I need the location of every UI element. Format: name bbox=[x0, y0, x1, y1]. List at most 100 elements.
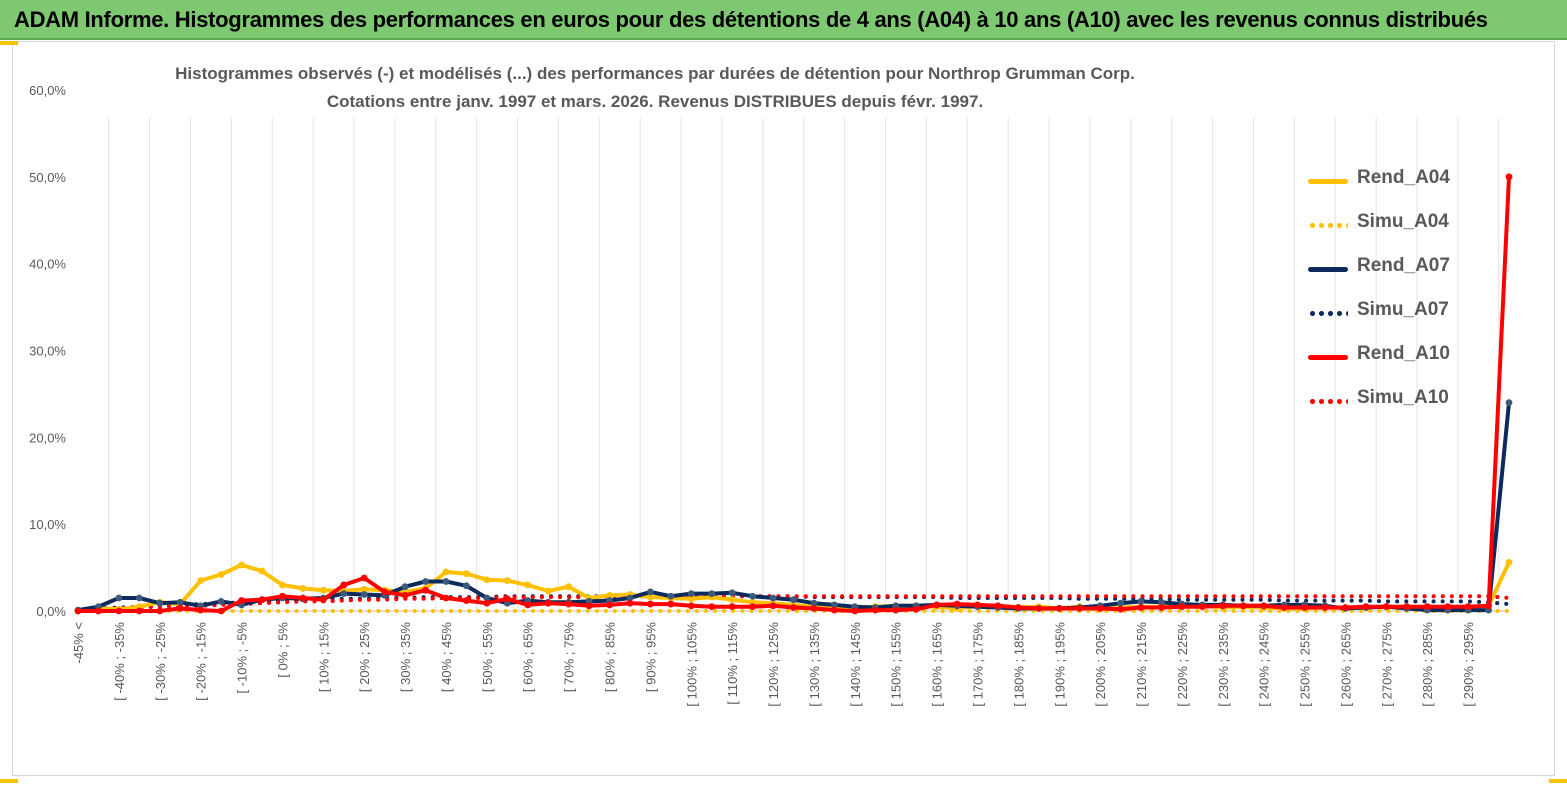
legend-item-rend-a04[interactable]: Rend_A04 bbox=[1294, 160, 1479, 204]
series-simu-a10 bbox=[76, 594, 1511, 613]
data-point-rend-a07 bbox=[1505, 399, 1513, 406]
x-tick-label: [ 170% ; 175% bbox=[970, 622, 985, 707]
chart-legend: Rend_A04 Simu_A04 Rend_A07 Simu_A07 Rend… bbox=[1294, 160, 1479, 424]
x-tick-label: [ 150% ; 155% bbox=[889, 622, 904, 707]
y-tick-label: 20,0% bbox=[29, 430, 66, 445]
data-point-rend-a07 bbox=[115, 594, 123, 602]
data-point-rend-a10 bbox=[360, 574, 368, 582]
chart-title: Histogrammes observés (-) et modélisés (… bbox=[175, 64, 1135, 83]
data-point-rend-a07 bbox=[483, 594, 491, 602]
data-point-rend-a10 bbox=[830, 606, 838, 614]
y-tick-label: 30,0% bbox=[29, 344, 66, 359]
data-point-rend-a07 bbox=[708, 590, 716, 598]
data-point-rend-a07 bbox=[790, 596, 797, 604]
x-tick-label: [ 70% ; 75% bbox=[562, 622, 577, 693]
data-point-rend-a10 bbox=[953, 600, 961, 608]
data-point-rend-a10 bbox=[933, 601, 940, 609]
x-tick-label: [ 220% ; 225% bbox=[1175, 622, 1190, 707]
data-point-rend-a07 bbox=[687, 590, 695, 598]
data-point-rend-a10 bbox=[483, 599, 491, 607]
corner-mark-top-left bbox=[0, 41, 18, 45]
chart-frame bbox=[12, 41, 1555, 776]
legend-swatch-simu-a10 bbox=[1308, 399, 1348, 404]
data-point-rend-a10 bbox=[769, 602, 777, 610]
series-rend-a10 bbox=[74, 173, 1513, 615]
data-point-rend-a10 bbox=[749, 603, 757, 611]
data-point-rend-a10 bbox=[217, 607, 225, 615]
y-axis: 0,0% 10,0% 20,0% 30,0% 40,0% 50,0% 60,0% bbox=[29, 83, 66, 619]
data-point-rend-a10 bbox=[258, 596, 266, 604]
data-point-rend-a10 bbox=[1382, 603, 1390, 611]
data-point-rend-a10 bbox=[1403, 603, 1411, 611]
data-point-rend-a04 bbox=[360, 585, 368, 593]
legend-item-rend-a10[interactable]: Rend_A10 bbox=[1294, 336, 1479, 380]
data-point-rend-a10 bbox=[1280, 604, 1288, 611]
x-tick-label: [ 120% ; 125% bbox=[766, 622, 781, 707]
data-point-rend-a10 bbox=[463, 597, 470, 604]
x-tick-label: [ 290% ; 295% bbox=[1461, 622, 1476, 707]
legend-item-simu-a04[interactable]: Simu_A04 bbox=[1294, 204, 1479, 248]
x-axis: -45% < [ -40% ; -35% [ -30% ; -25% [ -20% ;… bbox=[71, 622, 1476, 707]
data-point-rend-a04 bbox=[687, 595, 695, 603]
x-tick-label: [ 140% ; 145% bbox=[848, 622, 863, 707]
data-point-rend-a10 bbox=[1342, 604, 1349, 611]
report-banner: ADAM Informe. Histogrammes des performan… bbox=[0, 0, 1567, 40]
series-rend-a07 bbox=[74, 399, 1513, 614]
data-point-rend-a10 bbox=[790, 604, 797, 611]
data-point-rend-a07 bbox=[728, 589, 736, 597]
data-point-rend-a04 bbox=[544, 587, 552, 595]
data-point-rend-a10 bbox=[667, 600, 675, 608]
legend-swatch-rend-a04 bbox=[1308, 179, 1348, 184]
data-point-rend-a10 bbox=[1219, 602, 1227, 610]
legend-swatch-simu-a04 bbox=[1308, 223, 1348, 228]
data-point-rend-a04 bbox=[299, 585, 307, 592]
y-tick-label: 50,0% bbox=[29, 170, 66, 185]
data-point-rend-a04 bbox=[319, 586, 327, 594]
x-tick-label: [ 280% ; 285% bbox=[1420, 622, 1435, 707]
legend-label-simu-a04: Simu_A04 bbox=[1357, 211, 1449, 232]
data-point-rend-a10 bbox=[1158, 604, 1165, 611]
legend-item-simu-a07[interactable]: Simu_A07 bbox=[1294, 292, 1479, 336]
data-point-rend-a10 bbox=[544, 599, 552, 607]
data-point-rend-a04 bbox=[524, 581, 532, 589]
y-tick-label: 0,0% bbox=[36, 604, 66, 619]
data-point-rend-a10 bbox=[647, 600, 654, 608]
data-point-rend-a10 bbox=[74, 607, 82, 615]
data-point-rend-a10 bbox=[871, 606, 879, 614]
data-point-rend-a10 bbox=[810, 604, 818, 612]
x-tick-label: [ 260% ; 265% bbox=[1338, 622, 1353, 707]
data-point-rend-a10 bbox=[606, 601, 613, 609]
x-tick-label: [ 60% ; 65% bbox=[521, 622, 536, 693]
x-tick-label: [ 110% ; 115% bbox=[725, 622, 740, 705]
x-tick-label: [ 50% ; 55% bbox=[480, 622, 495, 693]
data-point-rend-a07 bbox=[647, 588, 654, 596]
data-point-rend-a04 bbox=[565, 583, 573, 591]
x-tick-label: [ 190% ; 195% bbox=[1052, 622, 1067, 707]
data-point-rend-a10 bbox=[422, 586, 429, 594]
data-point-rend-a07 bbox=[135, 594, 143, 602]
data-point-rend-a07 bbox=[1137, 598, 1145, 605]
data-point-rend-a10 bbox=[401, 591, 409, 599]
data-point-rend-a07 bbox=[830, 601, 838, 609]
x-tick-label: [ 160% ; 165% bbox=[930, 622, 945, 707]
data-point-rend-a10 bbox=[585, 602, 593, 610]
data-point-rend-a07 bbox=[769, 594, 777, 602]
data-point-rend-a10 bbox=[279, 592, 286, 600]
data-point-rend-a10 bbox=[319, 596, 327, 604]
legend-item-simu-a10[interactable]: Simu_A10 bbox=[1294, 380, 1479, 424]
x-tick-label: [ 200% ; 205% bbox=[1093, 622, 1108, 707]
x-tick-label: [ -30% ; -25% bbox=[153, 622, 168, 701]
data-point-rend-a04 bbox=[197, 577, 205, 585]
data-point-rend-a10 bbox=[1178, 603, 1186, 611]
data-point-rend-a10 bbox=[912, 605, 920, 613]
data-point-rend-a07 bbox=[156, 599, 164, 607]
y-tick-label: 60,0% bbox=[29, 83, 66, 98]
data-point-rend-a04 bbox=[279, 581, 286, 589]
data-point-rend-a10 bbox=[156, 607, 164, 615]
data-point-rend-a10 bbox=[299, 594, 307, 602]
legend-item-rend-a07[interactable]: Rend_A07 bbox=[1294, 248, 1479, 292]
x-tick-label: [ 270% ; 275% bbox=[1379, 622, 1394, 707]
data-point-rend-a10 bbox=[1505, 173, 1513, 181]
data-point-rend-a07 bbox=[422, 578, 429, 585]
data-point-rend-a07 bbox=[1117, 599, 1124, 607]
